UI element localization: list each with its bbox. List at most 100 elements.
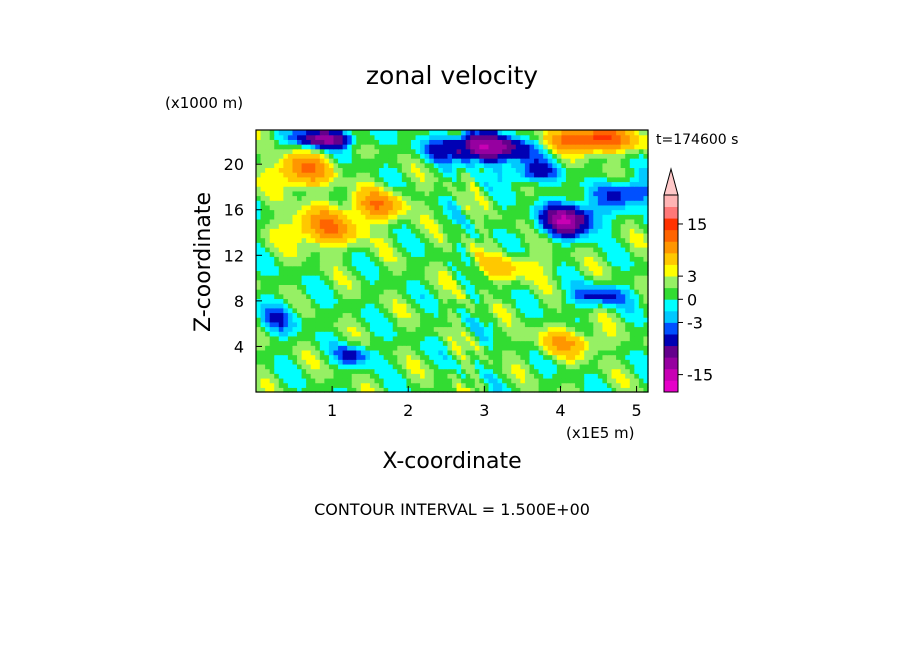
heatmap-cell <box>306 223 312 229</box>
heatmap-cell <box>502 298 508 304</box>
heatmap-cell <box>588 317 594 323</box>
heatmap-cell <box>401 228 408 234</box>
heatmap-cell <box>429 237 435 243</box>
heatmap-cell <box>552 354 558 360</box>
heatmap-cell <box>342 167 348 173</box>
heatmap-cell <box>575 261 581 267</box>
heatmap-cell <box>584 242 590 248</box>
heatmap-cell <box>461 279 467 285</box>
heatmap-cell <box>511 204 517 211</box>
heatmap-cell <box>369 204 376 211</box>
heatmap-cell <box>397 242 403 248</box>
heatmap-cell <box>593 368 599 374</box>
heatmap-cell <box>638 307 645 314</box>
heatmap-cell <box>506 303 512 309</box>
heatmap-cell <box>297 134 303 140</box>
heatmap-cell <box>256 377 262 384</box>
heatmap-cell <box>297 345 303 351</box>
heatmap-cell <box>315 139 321 145</box>
heatmap-cell <box>433 261 439 267</box>
heatmap-cell <box>570 289 576 295</box>
heatmap-cell <box>625 181 631 187</box>
heatmap-cell <box>497 387 503 393</box>
heatmap-cell <box>447 331 453 337</box>
heatmap-cell <box>534 289 540 295</box>
heatmap-cell <box>360 298 366 304</box>
heatmap-cell <box>256 387 262 393</box>
heatmap-cell <box>292 232 298 239</box>
heatmap-cell <box>379 326 385 332</box>
heatmap-cell <box>493 284 499 290</box>
heatmap-cell <box>570 373 576 379</box>
heatmap-cell <box>297 181 303 187</box>
heatmap-cell <box>374 242 380 248</box>
heatmap-cell <box>310 335 316 342</box>
heatmap-cell <box>360 317 366 323</box>
heatmap-cell <box>575 382 581 388</box>
heatmap-cell <box>410 307 417 314</box>
heatmap-cell <box>429 261 435 267</box>
heatmap-cell <box>306 284 312 290</box>
heatmap-cell <box>597 200 604 206</box>
heatmap-cell <box>415 270 421 276</box>
heatmap-cell <box>547 232 553 239</box>
heatmap-cell <box>452 228 458 234</box>
heatmap-cell <box>310 223 316 229</box>
heatmap-cell <box>575 307 581 314</box>
heatmap-cell <box>461 303 467 309</box>
heatmap-cell <box>497 377 503 384</box>
heatmap-cell <box>515 190 521 197</box>
heatmap-cell <box>488 218 494 225</box>
heatmap-cell <box>392 232 398 239</box>
heatmap-cell <box>470 251 476 257</box>
heatmap-cell <box>561 218 567 225</box>
heatmap-cell <box>606 228 613 234</box>
heatmap-cell <box>406 214 412 220</box>
heatmap-cell <box>465 289 471 295</box>
heatmap-cell <box>342 232 348 239</box>
heatmap-cell <box>438 275 444 281</box>
heatmap-cell <box>379 148 385 154</box>
heatmap-cell <box>388 345 394 351</box>
heatmap-cell <box>333 279 339 285</box>
heatmap-cell <box>283 279 289 285</box>
heatmap-cell <box>310 382 316 388</box>
heatmap-cell <box>333 303 339 309</box>
heatmap-cell <box>524 209 531 215</box>
heatmap-cell <box>356 158 362 164</box>
heatmap-cell <box>379 181 385 187</box>
heatmap-cell <box>452 293 458 300</box>
heatmap-cell <box>424 144 430 150</box>
heatmap-cell <box>488 345 494 351</box>
heatmap-cell <box>547 307 553 314</box>
heatmap-cell <box>625 148 631 154</box>
heatmap-cell <box>584 158 590 164</box>
heatmap-cell <box>310 167 316 173</box>
heatmap-cell <box>406 176 412 183</box>
heatmap-cell <box>388 162 394 169</box>
heatmap-cell <box>625 279 631 285</box>
heatmap-cell <box>625 270 631 276</box>
heatmap-cell <box>383 284 389 290</box>
heatmap-cell <box>575 270 581 276</box>
heatmap-cell <box>392 261 398 267</box>
heatmap-cell <box>538 242 544 248</box>
heatmap-cell <box>493 312 499 318</box>
heatmap-cell <box>479 176 485 183</box>
heatmap-cell <box>406 349 412 356</box>
heatmap-cell <box>369 265 376 271</box>
heatmap-cell <box>287 326 294 332</box>
heatmap-cell <box>470 349 476 356</box>
heatmap-cell <box>561 326 567 332</box>
heatmap-cell <box>415 335 421 342</box>
heatmap-cell <box>597 359 604 365</box>
heatmap-cell <box>543 317 549 323</box>
heatmap-cell <box>388 349 394 356</box>
heatmap-cell <box>616 387 622 393</box>
heatmap-cell <box>456 275 462 281</box>
heatmap-cell <box>584 209 590 215</box>
heatmap-cell <box>597 251 604 257</box>
heatmap-cell <box>579 195 585 201</box>
heatmap-cell <box>360 237 366 243</box>
heatmap-cell <box>401 331 408 337</box>
